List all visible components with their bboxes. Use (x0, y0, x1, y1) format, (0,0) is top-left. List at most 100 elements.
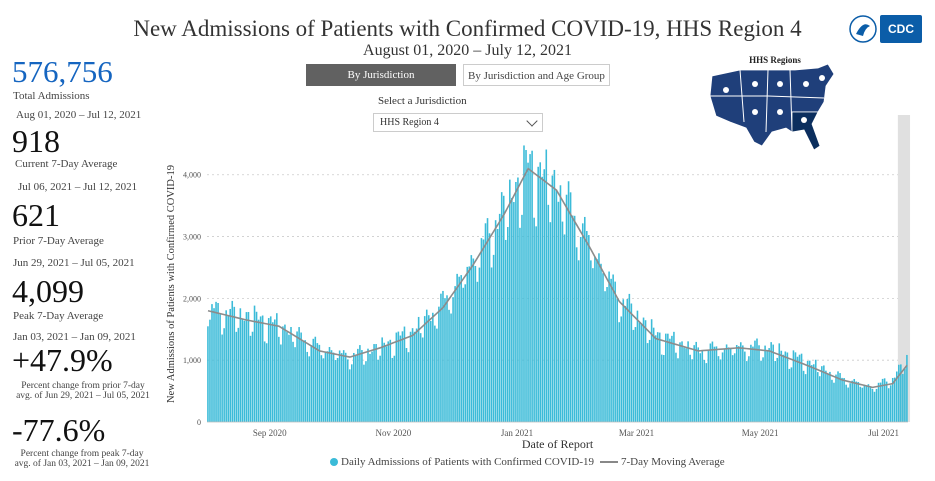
moving-average-line (207, 167, 908, 389)
daily-admissions-bar (845, 384, 847, 422)
daily-admissions-bar (758, 345, 760, 422)
daily-admissions-bar (873, 391, 876, 422)
daily-admissions-bar (432, 312, 434, 422)
region-4-highlight (791, 111, 821, 151)
region-marker (801, 117, 807, 123)
daily-admissions-bar (883, 378, 886, 422)
daily-admissions-bar (893, 377, 896, 422)
daily-admissions-bar (318, 344, 321, 422)
daily-admissions-bar (466, 266, 469, 422)
daily-admissions-bar (381, 337, 383, 422)
daily-admissions-bar (713, 346, 716, 422)
x-tick-label: Sep 2020 (253, 428, 287, 438)
daily-admissions-bar (209, 319, 211, 422)
daily-admissions-bar (679, 342, 681, 422)
daily-admissions-bar (648, 339, 651, 422)
daily-admissions-bar (440, 293, 442, 422)
daily-admissions-bar (642, 317, 645, 422)
daily-admissions-bar (887, 388, 890, 422)
daily-admissions-bar (675, 352, 677, 422)
daily-admissions-bar (904, 368, 906, 422)
daily-admissions-bar (614, 281, 616, 422)
daily-admissions-bar (825, 370, 827, 422)
daily-admissions-bar (859, 386, 862, 422)
daily-admissions-bar (448, 309, 450, 422)
region-marker (752, 81, 758, 87)
daily-admissions-bar (310, 345, 313, 422)
daily-admissions-bar (545, 149, 548, 422)
daily-admissions-bar (594, 256, 596, 422)
current-avg-label: Current 7-Day Average (15, 158, 118, 170)
hhs-regions-map[interactable]: HHS Regions (700, 50, 850, 155)
daily-admissions-bar (269, 316, 272, 422)
region-marker (752, 109, 758, 115)
daily-admissions-bar (223, 328, 225, 422)
daily-admissions-bar (606, 287, 608, 422)
daily-admissions-bar (504, 239, 507, 422)
y-tick-label: 3,000 (183, 233, 201, 242)
pct-change-peak-line1: Percent change from peak 7-day (20, 449, 144, 459)
region-marker (777, 109, 783, 115)
daily-admissions-bar (377, 359, 379, 422)
daily-admissions-bar (788, 368, 791, 422)
daily-admissions-bar (316, 343, 319, 422)
daily-admissions-bar (906, 354, 908, 422)
daily-admissions-bar (895, 371, 898, 422)
daily-admissions-bar (563, 234, 566, 422)
daily-admissions-bar (697, 347, 700, 422)
cdc-logo[interactable]: CDC (880, 15, 922, 43)
daily-admissions-bar (760, 360, 762, 422)
daily-admissions-bar (468, 266, 471, 422)
daily-admissions-bar (557, 201, 560, 422)
legend-line-label: 7-Day Moving Average (621, 456, 725, 468)
daily-admissions-bar (442, 290, 444, 422)
daily-admissions-bar (748, 356, 750, 422)
daily-admissions-bar (436, 328, 438, 422)
prior-avg-range: Jun 29, 2021 – Jul 05, 2021 (13, 257, 135, 269)
region-marker (819, 75, 825, 81)
daily-admissions-bar (306, 351, 309, 422)
daily-admissions-bar (492, 254, 495, 422)
daily-admissions-bar (482, 239, 485, 422)
daily-admissions-bar (253, 305, 256, 422)
daily-admissions-bar (326, 351, 329, 422)
daily-admissions-bar (207, 326, 209, 422)
region-marker (777, 81, 783, 87)
daily-admissions-bar (885, 381, 888, 422)
daily-admissions-bar (707, 350, 710, 422)
total-admissions-range: Aug 01, 2020 – Jul 12, 2021 (16, 109, 142, 121)
daily-admissions-bar (553, 169, 556, 422)
prior-avg-label: Prior 7-Day Average (13, 235, 104, 247)
daily-admissions-bar (586, 231, 588, 422)
tab-by-jurisdiction-age-group[interactable]: By Jurisdiction and Age Group (463, 64, 610, 86)
daily-admissions-bar (750, 344, 752, 422)
daily-admissions-bar (689, 354, 691, 422)
jurisdiction-select[interactable]: HHS Region 4 (373, 113, 543, 132)
daily-admissions-bar (685, 348, 687, 422)
daily-admissions-bar (494, 220, 497, 422)
daily-admissions-bar (241, 318, 244, 422)
daily-admissions-bar (395, 332, 398, 422)
daily-admissions-bar (857, 382, 860, 422)
daily-admissions-bar (478, 267, 481, 422)
daily-admissions-bar (336, 357, 339, 422)
daily-admissions-bar (727, 347, 730, 422)
daily-admissions-bar (721, 352, 724, 422)
daily-admissions-bar (417, 316, 420, 422)
daily-admissions-bar (715, 346, 718, 422)
tab-by-jurisdiction[interactable]: By Jurisdiction (306, 64, 456, 86)
legend-line-swatch (600, 461, 618, 464)
daily-admissions-bar (389, 339, 392, 422)
daily-admissions-bar (308, 356, 311, 422)
daily-admissions-bar (808, 360, 811, 422)
daily-admissions-bar (385, 346, 388, 422)
daily-admissions-bar (271, 322, 274, 422)
daily-admissions-bar (444, 298, 446, 422)
daily-admissions-bar (571, 215, 574, 422)
daily-admissions-bar (251, 331, 254, 422)
daily-admissions-bar (616, 298, 618, 422)
pct-change-peak-value: -77.6% (12, 412, 106, 448)
daily-admissions-bar (855, 381, 858, 422)
daily-admissions-bar (344, 352, 347, 422)
daily-admissions-bar (529, 154, 531, 422)
